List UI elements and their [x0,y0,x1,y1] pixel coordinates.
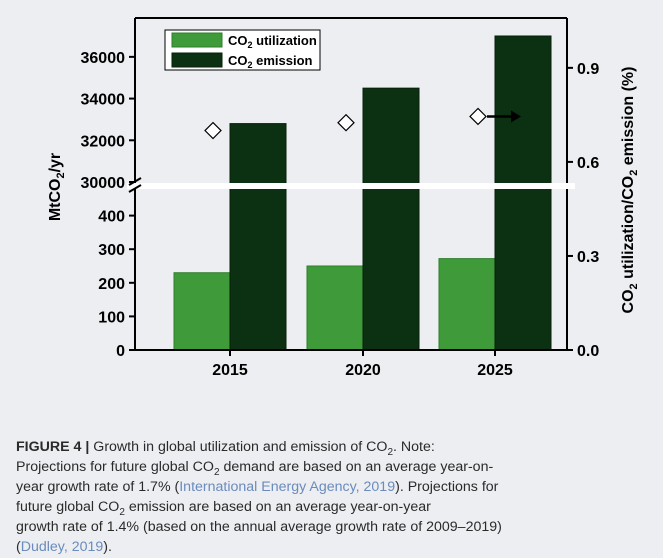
legend-label-part: emission [253,53,313,68]
caption-line: Projections for future global CO2 demand… [16,457,652,477]
caption-subscript: 2 [387,446,393,458]
caption-text: ). [103,539,112,555]
ratio-marker-2015 [204,121,222,140]
caption-text: Projections for future global CO [16,459,214,475]
y-right-tick-label: 0.0 [577,343,599,360]
caption-text: ( [16,539,21,555]
bar-utilization-2025 [438,258,496,351]
caption-text: year growth rate of 1.7% ( [16,479,180,495]
y-left-tick-label: 400 [98,209,125,226]
y-left-tick-label: 32000 [81,133,126,150]
citation-link[interactable]: International Energy Agency, 2019 [179,479,396,495]
y-left-title-sub: 2 [55,172,67,178]
x-tick-label: 2015 [212,362,248,379]
caption-text: demand are based on an average year-on- [219,459,494,475]
y-left-tick-label: 0 [116,343,125,360]
y-right-tick-label: 0.6 [577,155,599,172]
bar-emission-2020 [362,87,420,351]
caption-line: future global CO2 emission are based on … [16,497,652,517]
y-right-tick-label: 0.9 [577,61,599,78]
citation-link[interactable]: Dudley, 2019 [20,539,104,555]
caption-text: future global CO [16,499,120,515]
y-right-axis-title: CO2 utilization/CO2 emission (%) [620,67,640,314]
legend-label-sub: 2 [248,60,253,70]
y-left-tick-label: 100 [98,309,125,326]
ratio-marker-2020 [337,113,355,132]
legend-label-part: CO [228,53,248,68]
legend-label-part: utilization [253,33,317,48]
y-left-tick-label: 34000 [81,92,126,109]
y-right-title-part: emission (%) [620,67,637,170]
y-right-title-part: CO [620,289,637,313]
y-left-tick-label: 36000 [81,50,126,67]
legend-label-utilization: CO2 utilization [228,33,317,50]
legend-label-sub: 2 [248,40,253,50]
bar-utilization-2015 [173,272,231,351]
caption-text: ). Projections for [395,479,499,495]
y-right-tick-label: 0.3 [577,249,599,266]
caption-text: growth rate of 1.4% (based on the annual… [16,519,502,535]
ratio-marker-2025 [469,107,487,126]
x-tick-label: 2025 [477,362,513,379]
bar-emission-2025 [494,35,552,351]
y-right-title-sub: 2 [628,170,640,176]
caption-line: FIGURE 4 | Growth in global utilization … [16,437,652,457]
legend-swatch-utilization [171,32,223,48]
y-right-title-sub: 2 [628,283,640,289]
bar-utilization-2020 [306,265,364,351]
legend-label-emission: CO2 emission [228,53,313,70]
y-right-title-part: utilization/CO [620,176,637,284]
y-left-title-part: /yr [47,153,64,173]
caption-line: year growth rate of 1.7% (International … [16,477,652,497]
y-left-tick-label: 200 [98,276,125,293]
bar-emission-2015 [229,123,287,351]
caption-subscript: 2 [119,506,125,518]
legend-swatch-emission [171,52,223,68]
x-tick-label: 2020 [345,362,381,379]
projection-arrow-head [511,110,521,123]
y-left-axis-title: MtCO2/yr [47,153,67,221]
y-left-tick-label: 300 [98,242,125,259]
bar-chart: 0 100 200 300 400 30000 32000 34000 36000 0.0 0.3 0… [47,17,640,379]
axis-break-band [127,183,575,189]
caption-text: Growth in global utilization and emissio… [89,439,388,455]
caption-line: growth rate of 1.4% (based on the annual… [16,517,652,537]
legend-label-part: CO [228,33,248,48]
caption-line: (Dudley, 2019). [16,537,652,557]
caption-subscript: 2 [213,466,220,478]
axis-break-mark-lower [128,184,142,193]
caption-text: emission are based on an average year-on… [124,499,431,515]
caption-text: . Note: [393,439,435,455]
y-left-tick-label: 30000 [81,175,126,192]
figure-label: FIGURE 4 | [16,439,90,455]
y-left-title-part: MtCO [47,179,64,222]
figure-caption: FIGURE 4 | Growth in global utilization … [16,437,652,557]
